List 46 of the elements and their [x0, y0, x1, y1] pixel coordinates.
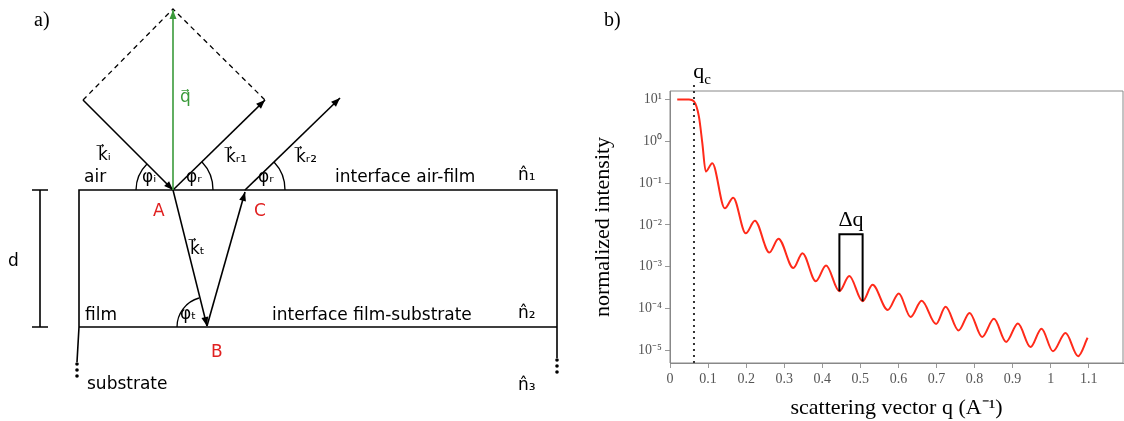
x-tick-label: 0	[666, 371, 674, 387]
text: a)	[34, 8, 50, 31]
text: k⃗ᵣ₁	[224, 144, 248, 166]
y-tick-label: 10¹	[643, 91, 662, 107]
text: n̂₃	[518, 374, 536, 394]
text: q⃗	[180, 86, 191, 106]
x-tick-label: 0.7	[927, 371, 946, 387]
line-series	[676, 98, 1089, 358]
text: k⃗ₜ	[188, 236, 205, 258]
y-tick-label: 10⁻⁵	[638, 342, 663, 358]
y-axis-title: normalized intensity	[588, 136, 614, 318]
text: n̂₁	[518, 164, 536, 184]
text: d	[8, 250, 19, 270]
annotation: Δq	[838, 206, 864, 232]
x-tick-label: 0.3	[775, 371, 793, 387]
x-tick-label: 0.6	[889, 371, 908, 387]
text: air	[84, 166, 107, 186]
text: interface air-film	[335, 166, 476, 186]
y-tick-label: 10⁻¹	[638, 174, 662, 190]
y-tick-label: 10⁻²	[638, 216, 662, 232]
chart-title: b)	[604, 8, 621, 31]
text: substrate	[87, 373, 168, 393]
text: C	[254, 200, 266, 220]
y-tick-label: 10⁻⁴	[638, 300, 663, 316]
x-tick-label: 0.5	[851, 371, 870, 387]
text: φᵢ	[142, 166, 157, 186]
x-tick-label: 1	[1047, 371, 1055, 387]
text: A	[153, 200, 165, 220]
text: φᵣ	[258, 166, 275, 186]
text: φₜ	[180, 303, 197, 323]
text: φᵣ	[186, 166, 203, 186]
text: k⃗ᵣ₂	[294, 144, 318, 166]
text: film	[85, 304, 117, 324]
y-tick-label: 10⁻³	[638, 258, 662, 274]
x-tick-label: 1.1	[1079, 371, 1098, 387]
text: interface film-substrate	[272, 304, 472, 324]
x-tick-label: 0.8	[965, 371, 984, 387]
text: k⃗ᵢ	[96, 142, 111, 164]
x-tick-label: 0.2	[737, 371, 755, 387]
x-axis-title: scattering vector q (A⁻¹)	[790, 393, 1003, 419]
x-tick-label: 0.4	[813, 371, 832, 387]
y-tick-label: 10⁰	[643, 133, 662, 149]
text: B	[211, 341, 223, 361]
x-tick-label: 0.1	[699, 371, 717, 387]
text: n̂₂	[518, 302, 536, 322]
x-tick-label: 0.9	[1003, 371, 1022, 387]
